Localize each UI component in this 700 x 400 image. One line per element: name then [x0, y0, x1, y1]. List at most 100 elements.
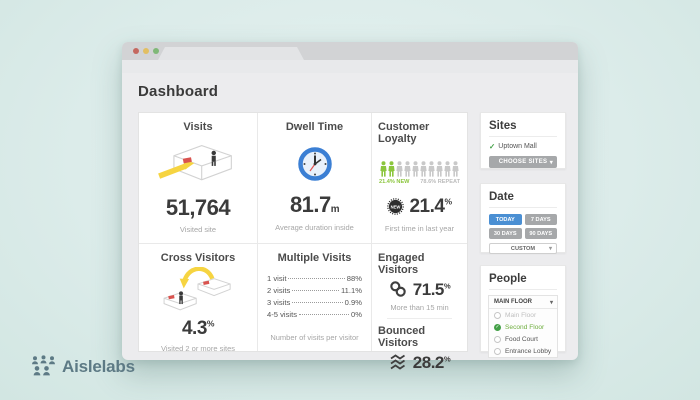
dwell-time-number: 81.7: [289, 192, 331, 217]
visits-value: 51,764: [165, 195, 231, 220]
visit-count-label: 4-5 visits: [267, 310, 297, 319]
engaged-visitors-title: Engaged Visitors: [378, 252, 425, 276]
person-icon: [380, 161, 387, 177]
multiple-visits-title: Multiple Visits: [277, 252, 352, 264]
dotted-leader: [299, 314, 349, 315]
new-badge-text: NEW: [391, 204, 401, 209]
floor-dropdown-header[interactable]: MAIN FLOOR ▾: [489, 296, 557, 309]
person-icon: [412, 161, 419, 177]
window-maximize-button[interactable]: [153, 48, 159, 54]
custom-date-button[interactable]: CUSTOM ▾: [489, 243, 557, 254]
person-icon: [420, 161, 427, 177]
floor-option-label: Entrance Lobby: [505, 347, 552, 355]
chevron-down-icon: ▾: [548, 246, 552, 252]
person-icon: [428, 161, 435, 177]
floor-option-food-court[interactable]: ✓ Food Court: [489, 333, 557, 345]
browser-titlebar: [122, 42, 578, 60]
choose-sites-label: CHOOSE SITES: [498, 159, 548, 165]
list-item: 3 visits 0.9%: [267, 297, 362, 309]
engaged-visitors-value: 71.5%: [413, 281, 451, 298]
radio-icon: ✓: [494, 311, 501, 319]
loyalty-stat-row: NEW 21.4%: [387, 196, 452, 217]
page-title: Dashboard: [138, 83, 219, 100]
bounced-visitors-value: 28.2%: [412, 352, 451, 372]
dwell-time-title: Dwell Time: [285, 121, 344, 133]
panel-multiple-visits: Multiple Visits 1 visit 88% 2 visits 11.1%…: [258, 243, 372, 351]
floor-option-entrance-lobby[interactable]: ✓ Entrance Lobby: [489, 345, 557, 357]
bounce-spring-icon: [390, 354, 405, 370]
people-heading: People: [489, 273, 557, 290]
loyalty-person-icons: [380, 161, 459, 177]
visit-count-value: 88%: [346, 274, 362, 283]
dotted-leader: [288, 278, 345, 279]
cross-visitors-caption: Visited 2 or more sites: [160, 344, 236, 353]
person-icon: [388, 161, 395, 177]
loyalty-number: 21.4: [409, 196, 445, 217]
aislelabs-logo: Aislelabs: [30, 355, 135, 378]
chain-link-icon: [390, 281, 406, 297]
visits-caption: Visited site: [179, 225, 217, 234]
radio-icon: ✓: [494, 347, 501, 355]
cross-sites-icon: [153, 267, 243, 317]
visits-title: Visits: [183, 121, 213, 133]
floor-option-label: Main Floor: [505, 311, 537, 319]
window-minimize-button[interactable]: [143, 48, 149, 54]
divider: [387, 318, 452, 319]
people-card: People MAIN FLOOR ▾ ✓ Main Floor ✓ Secon…: [480, 265, 566, 358]
aislelabs-logo-text: Aislelabs: [62, 356, 135, 376]
repeat-percent-label: 78.6% REPEAT: [420, 179, 460, 185]
list-item: 1 visit 88%: [267, 273, 362, 285]
floor-option-second-floor[interactable]: ✓ Second Floor: [489, 321, 557, 333]
visit-count-value: 0.9%: [344, 298, 362, 307]
new-badge-icon: NEW: [387, 198, 405, 215]
browser-tab[interactable]: [158, 47, 304, 60]
floor-dropdown-label: MAIN FLOOR: [494, 299, 532, 305]
person-icon: [444, 161, 451, 177]
window-close-button[interactable]: [133, 48, 139, 54]
loyalty-labels: 21.4% NEW 78.6% REPEAT: [378, 179, 461, 185]
loyalty-value: 21.4%: [409, 196, 452, 217]
bounced-stat-row: 28.2%: [389, 352, 451, 372]
date-button-7-days[interactable]: 7 DAYS: [524, 214, 557, 225]
dwell-time-caption: Average duration inside: [275, 223, 354, 232]
visit-count-label: 3 visits: [267, 298, 291, 307]
radio-icon: ✓: [494, 335, 501, 343]
panel-dwell-time: Dwell Time 81.7m Average duration inside: [258, 113, 372, 243]
visit-count-value: 0%: [350, 310, 362, 319]
person-icon: [436, 161, 443, 177]
bounced-visitors-title: Bounced Visitors: [378, 325, 426, 349]
visit-count-label: 1 visit: [267, 274, 287, 283]
date-button-today[interactable]: TODAY: [489, 214, 522, 225]
selected-site-row[interactable]: ✓ Uptown Mall: [489, 142, 557, 151]
browser-window: Dashboard Visits 51,764: [122, 42, 578, 371]
custom-date-label: CUSTOM: [510, 245, 536, 252]
choose-sites-button[interactable]: CHOOSE SITES ▾: [489, 156, 557, 168]
floor-option-label: Food Court: [505, 335, 538, 343]
new-percent-label: 21.4% NEW: [379, 179, 410, 185]
cross-visitors-number: 4.3: [181, 318, 207, 339]
engaged-visitors-unit: %: [443, 281, 451, 290]
date-button-30-days[interactable]: 30 DAYS: [489, 228, 522, 239]
list-item: 2 visits 11.1%: [267, 285, 362, 297]
loyalty-caption: First time in last year: [384, 224, 455, 233]
chevron-down-icon: ▾: [549, 159, 553, 166]
engaged-stat-row: 71.5%: [389, 280, 451, 298]
list-item: 4-5 visits 0%: [267, 309, 362, 321]
cross-visitors-value: 4.3%: [181, 318, 215, 339]
sites-heading: Sites: [489, 120, 557, 137]
stats-card: Visits 51,764 Visited site: [138, 112, 468, 371]
floor-option-label: Second Floor: [505, 323, 545, 331]
floor-option-main-floor[interactable]: ✓ Main Floor: [489, 309, 557, 321]
browser-toolbar: [122, 60, 578, 73]
dotted-leader: [292, 302, 343, 303]
multiple-visits-list: 1 visit 88% 2 visits 11.1% 3 visits 0.9% 4-…: [267, 273, 362, 321]
people-cluster-icon: [32, 355, 55, 376]
dwell-time-unit: m: [330, 204, 340, 215]
bounced-visitors-number: 28.2: [412, 352, 445, 372]
date-button-90-days[interactable]: 90 DAYS: [524, 228, 557, 239]
dotted-leader: [292, 290, 339, 291]
bounced-visitors-unit: %: [443, 354, 451, 363]
panel-visits: Visits 51,764 Visited site: [139, 113, 258, 243]
person-icon: [396, 161, 403, 177]
floor-selector: MAIN FLOOR ▾ ✓ Main Floor ✓ Second Floor…: [488, 295, 558, 358]
